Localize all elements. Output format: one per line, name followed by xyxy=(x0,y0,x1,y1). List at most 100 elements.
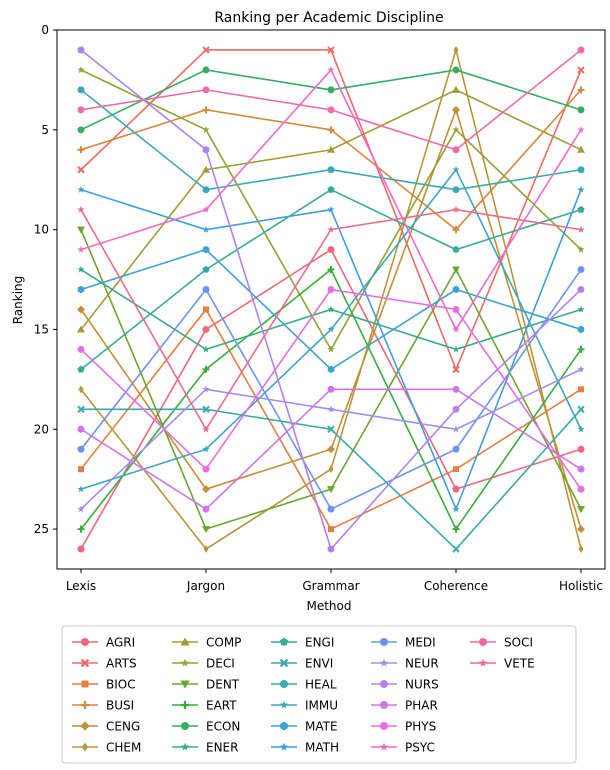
legend-marker xyxy=(478,637,488,647)
data-point-neur xyxy=(327,405,335,413)
data-point-arts xyxy=(327,46,335,54)
legend-label: NEUR xyxy=(405,657,439,671)
legend-item-immu: IMMU xyxy=(271,699,338,713)
legend-item-psyc: PSYC xyxy=(371,741,435,755)
legend: AGRI ARTS BIOC BUSI CENG CHEM COMP DECI DENT EART… xyxy=(61,625,577,764)
legend-item-ener: ENER xyxy=(172,741,238,755)
series-vete xyxy=(77,205,585,433)
data-point-mate xyxy=(327,365,335,374)
legend-marker xyxy=(379,637,389,647)
data-point-bioc xyxy=(578,386,584,393)
chart-title: Ranking per Academic Discipline xyxy=(214,10,443,26)
legend-marker xyxy=(280,721,288,731)
data-point-busi xyxy=(452,226,460,234)
legend-marker xyxy=(279,700,289,709)
x-axis: Lexis Jargon Grammar Coherence Holistic xyxy=(66,569,603,593)
data-point-eart xyxy=(452,525,460,533)
data-point-medi xyxy=(452,445,460,453)
data-point-vete xyxy=(77,205,85,213)
data-point-phar xyxy=(577,465,585,473)
legend-item-envi: ENVI xyxy=(271,657,333,671)
legend-label: COMP xyxy=(206,636,241,650)
data-point-math xyxy=(452,505,460,513)
series-math xyxy=(77,185,585,513)
data-point-deci xyxy=(452,126,460,133)
data-point-envi xyxy=(327,425,335,433)
data-point-deci xyxy=(77,66,85,73)
legend-marker xyxy=(80,700,90,710)
y-axis: 0 5 10 15 20 25 xyxy=(34,23,57,536)
data-point-nurs xyxy=(77,46,85,54)
data-point-econ xyxy=(452,66,460,74)
data-point-phys xyxy=(577,485,585,493)
data-point-math xyxy=(577,185,585,193)
legend-item-neur: NEUR xyxy=(371,657,439,671)
data-point-soci xyxy=(577,46,585,54)
legend-label: ENGI xyxy=(305,636,334,650)
data-point-bioc xyxy=(203,306,209,313)
data-point-ener xyxy=(452,345,460,353)
data-point-econ xyxy=(327,86,335,94)
series-ener xyxy=(77,265,585,353)
data-point-chem xyxy=(453,45,459,54)
legend-item-nurs: NURS xyxy=(371,678,439,692)
data-point-eart xyxy=(77,525,85,533)
legend-marker xyxy=(180,742,190,751)
legend-item-chem: CHEM xyxy=(72,741,141,755)
legend-marker xyxy=(279,637,289,646)
legend-label: DECI xyxy=(206,657,235,671)
legend-label: ECON xyxy=(206,720,240,734)
data-point-ener xyxy=(327,305,335,313)
data-point-neur xyxy=(577,365,585,373)
y-tick-label: 0 xyxy=(41,23,49,37)
x-tick-label: Coherence xyxy=(424,579,488,593)
legend-label: PHAR xyxy=(405,699,438,713)
y-tick-label: 25 xyxy=(34,522,49,536)
x-tick-label: Jargon xyxy=(186,579,225,593)
data-point-dent xyxy=(577,506,585,514)
data-point-bioc xyxy=(453,466,459,473)
legend-label: AGRI xyxy=(106,636,135,650)
data-point-nurs xyxy=(577,286,585,294)
data-point-medi xyxy=(577,266,585,274)
legend-label: EART xyxy=(206,699,237,713)
series-medi xyxy=(77,266,585,513)
y-tick-label: 15 xyxy=(34,322,49,336)
data-point-ener xyxy=(77,265,85,273)
legend-marker xyxy=(180,637,190,646)
data-point-engi xyxy=(577,205,585,213)
series-agri xyxy=(77,246,585,553)
data-point-math xyxy=(327,205,335,213)
data-point-heal xyxy=(202,186,210,194)
data-point-comp xyxy=(77,325,85,333)
legend-item-engi: ENGI xyxy=(271,636,334,650)
data-point-immu xyxy=(77,485,85,493)
legend-item-deci: DECI xyxy=(172,657,235,671)
data-point-eart xyxy=(327,266,335,274)
data-point-medi xyxy=(202,286,210,294)
series-deci xyxy=(77,66,585,353)
data-point-arts xyxy=(452,365,460,374)
y-tick-label: 20 xyxy=(34,422,49,436)
data-point-heal xyxy=(327,166,335,174)
data-point-dent xyxy=(327,486,335,494)
data-point-phys xyxy=(202,465,210,473)
legend-marker xyxy=(279,679,289,689)
data-point-immu xyxy=(202,445,210,453)
data-point-immu xyxy=(327,325,335,333)
legend-marker xyxy=(180,721,190,731)
data-point-phys xyxy=(327,286,335,294)
legend-marker xyxy=(379,721,389,731)
legend-item-medi: MEDI xyxy=(371,636,436,650)
legend-marker xyxy=(279,742,289,751)
legend-marker xyxy=(180,700,190,710)
data-point-heal xyxy=(577,166,585,174)
data-point-psyc xyxy=(577,126,585,133)
data-point-chem xyxy=(328,465,334,474)
data-point-deci xyxy=(202,126,210,133)
legend-label: ENER xyxy=(206,741,238,755)
data-point-chem xyxy=(578,545,584,554)
series-eart xyxy=(77,266,585,533)
legend-label: SOCI xyxy=(504,636,533,650)
